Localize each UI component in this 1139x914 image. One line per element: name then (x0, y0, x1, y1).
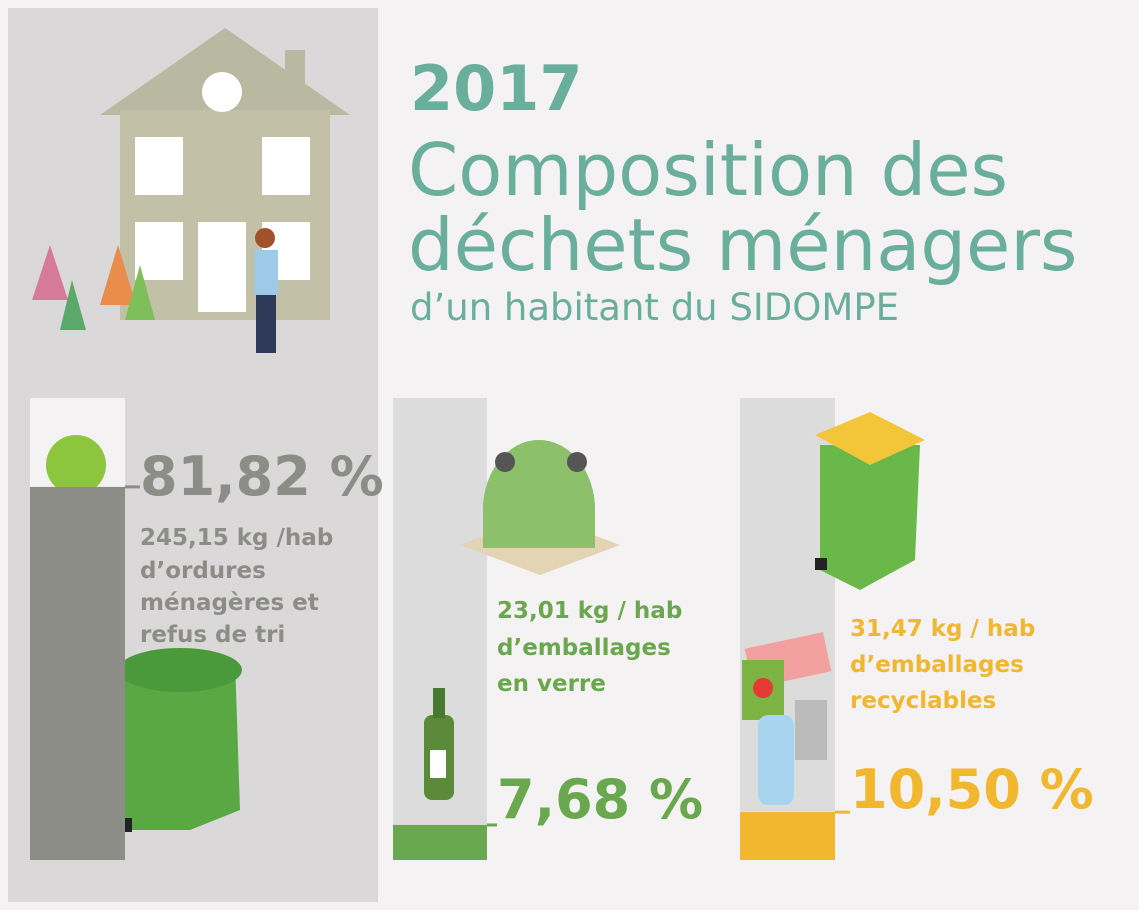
title: 2017 (410, 52, 583, 125)
infographic: 2017 Composition des déchets ménagers d’… (0, 0, 1139, 910)
subtitle: Composition des (408, 128, 1008, 212)
caption: d’un habitant du SIDOMPE (410, 286, 899, 329)
description: recyclables (850, 688, 996, 714)
description: d’emballages (850, 652, 1024, 678)
description: d’ordures (140, 558, 266, 584)
bar (740, 812, 835, 860)
amount: 31,47 kg / hab (850, 616, 1035, 642)
bar (393, 825, 487, 860)
subtitle: déchets ménagers (408, 203, 1077, 287)
description: d’emballages (497, 635, 671, 661)
description: refus de tri (140, 622, 285, 648)
description: en verre (497, 671, 606, 697)
page: {"chart_data": {"type": "bar", "title": … (0, 0, 1139, 914)
percent-label: 7,68 % (497, 768, 703, 831)
percent-label: 10,50 % (850, 758, 1094, 821)
bar (30, 487, 125, 860)
description: ménagères et (140, 590, 319, 616)
amount: 23,01 kg / hab (497, 598, 682, 624)
percent-label: 81,82 % (140, 445, 384, 508)
amount: 245,15 kg /hab (140, 525, 333, 551)
